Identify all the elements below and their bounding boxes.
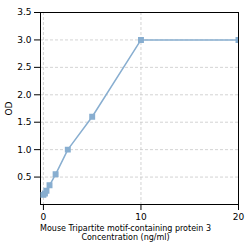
svg-text:3.5: 3.5 <box>17 7 31 17</box>
svg-text:OD: OD <box>4 101 14 115</box>
svg-text:2.5: 2.5 <box>17 62 31 72</box>
svg-text:1.5: 1.5 <box>17 117 31 127</box>
svg-text:20: 20 <box>233 212 245 222</box>
svg-text:Mouse Tripartite motif-contain: Mouse Tripartite motif-containing protei… <box>40 224 211 242</box>
svg-text:0: 0 <box>41 212 47 222</box>
svg-text:10: 10 <box>135 212 147 222</box>
svg-text:2.0: 2.0 <box>17 90 32 100</box>
svg-text:3.0: 3.0 <box>17 35 32 45</box>
svg-text:0.5: 0.5 <box>17 172 31 182</box>
svg-text:1.0: 1.0 <box>17 145 32 155</box>
